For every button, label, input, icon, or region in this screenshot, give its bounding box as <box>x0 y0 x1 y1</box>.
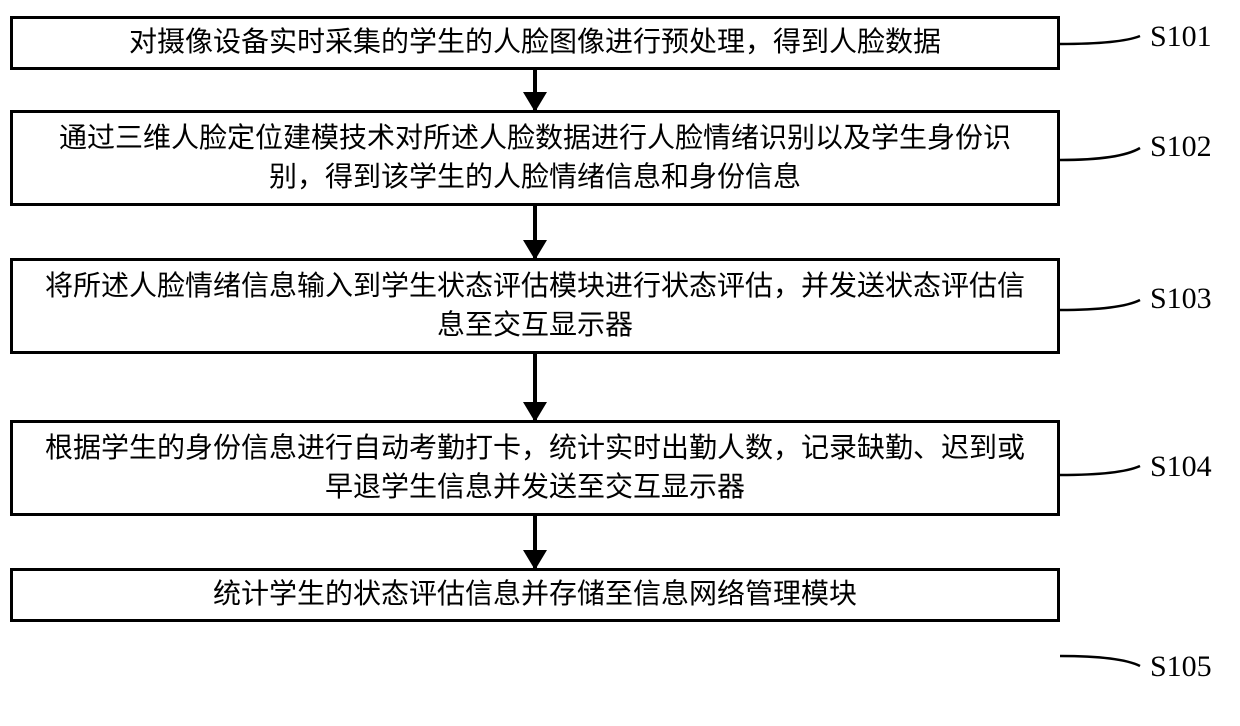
step-box-s105: 统计学生的状态评估信息并存储至信息网络管理模块 <box>10 568 1060 622</box>
step-label-s105: S105 <box>1150 650 1212 684</box>
step-text: 统计学生的状态评估信息并存储至信息网络管理模块 <box>213 575 857 614</box>
step-text: 对摄像设备实时采集的学生的人脸图像进行预处理，得到人脸数据 <box>129 23 941 62</box>
arrow-s101-s102 <box>10 70 1060 110</box>
arrow-s102-s103 <box>10 206 1060 258</box>
arrow-s103-s104 <box>10 354 1060 420</box>
arrow-s104-s105 <box>10 516 1060 568</box>
step-box-s102: 通过三维人脸定位建模技术对所述人脸数据进行人脸情绪识别以及学生身份识别，得到该学… <box>10 110 1060 206</box>
step-text: 将所述人脸情绪信息输入到学生状态评估模块进行状态评估，并发送状态评估信息至交互显… <box>33 267 1037 345</box>
step-box-s104: 根据学生的身份信息进行自动考勤打卡，统计实时出勤人数，记录缺勤、迟到或早退学生信… <box>10 420 1060 516</box>
flowchart-container: 对摄像设备实时采集的学生的人脸图像进行预处理，得到人脸数据 通过三维人脸定位建模… <box>10 16 1060 622</box>
step-text: 根据学生的身份信息进行自动考勤打卡，统计实时出勤人数，记录缺勤、迟到或早退学生信… <box>33 429 1037 507</box>
step-label-s101: S101 <box>1150 20 1212 54</box>
step-box-s101: 对摄像设备实时采集的学生的人脸图像进行预处理，得到人脸数据 <box>10 16 1060 70</box>
step-text: 通过三维人脸定位建模技术对所述人脸数据进行人脸情绪识别以及学生身份识别，得到该学… <box>33 119 1037 197</box>
step-label-s102: S102 <box>1150 130 1212 164</box>
step-box-s103: 将所述人脸情绪信息输入到学生状态评估模块进行状态评估，并发送状态评估信息至交互显… <box>10 258 1060 354</box>
step-label-s104: S104 <box>1150 450 1212 484</box>
step-label-s103: S103 <box>1150 282 1212 316</box>
